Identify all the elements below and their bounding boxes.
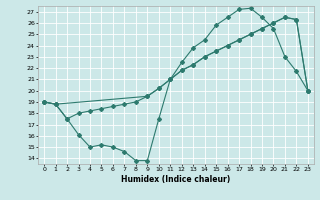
- X-axis label: Humidex (Indice chaleur): Humidex (Indice chaleur): [121, 175, 231, 184]
